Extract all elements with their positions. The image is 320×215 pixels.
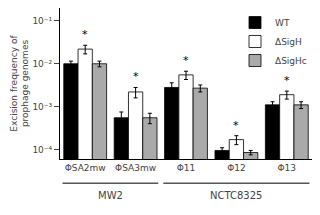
svg-text:*: * [133,70,139,83]
svg-text:ΔSigHc: ΔSigHc [275,56,307,66]
svg-text:Φ13: Φ13 [278,163,297,173]
svg-text:ΦSA3mw: ΦSA3mw [115,163,156,173]
svg-text:*: * [284,74,290,87]
svg-text:10⁻¹: 10⁻¹ [32,16,52,26]
svg-text:10⁻²: 10⁻² [32,59,52,69]
svg-text:*: * [183,54,189,67]
svg-text:MW2: MW2 [98,190,123,201]
svg-text:WT: WT [275,18,290,28]
svg-text:Φ12: Φ12 [227,163,246,173]
svg-text:10⁻⁴: 10⁻⁴ [32,145,52,155]
svg-text:10⁻³: 10⁻³ [32,102,52,112]
svg-text:Excision frequency ofprophage: Excision frequency ofprophage genomes [9,35,31,132]
svg-text:*: * [233,119,239,132]
svg-text:ΔSigH: ΔSigH [275,37,302,47]
svg-text:Φ11: Φ11 [177,163,196,173]
svg-text:NCTC8325: NCTC8325 [210,190,262,201]
svg-text:ΦSA2mw: ΦSA2mw [65,163,106,173]
svg-text:*: * [82,28,88,41]
